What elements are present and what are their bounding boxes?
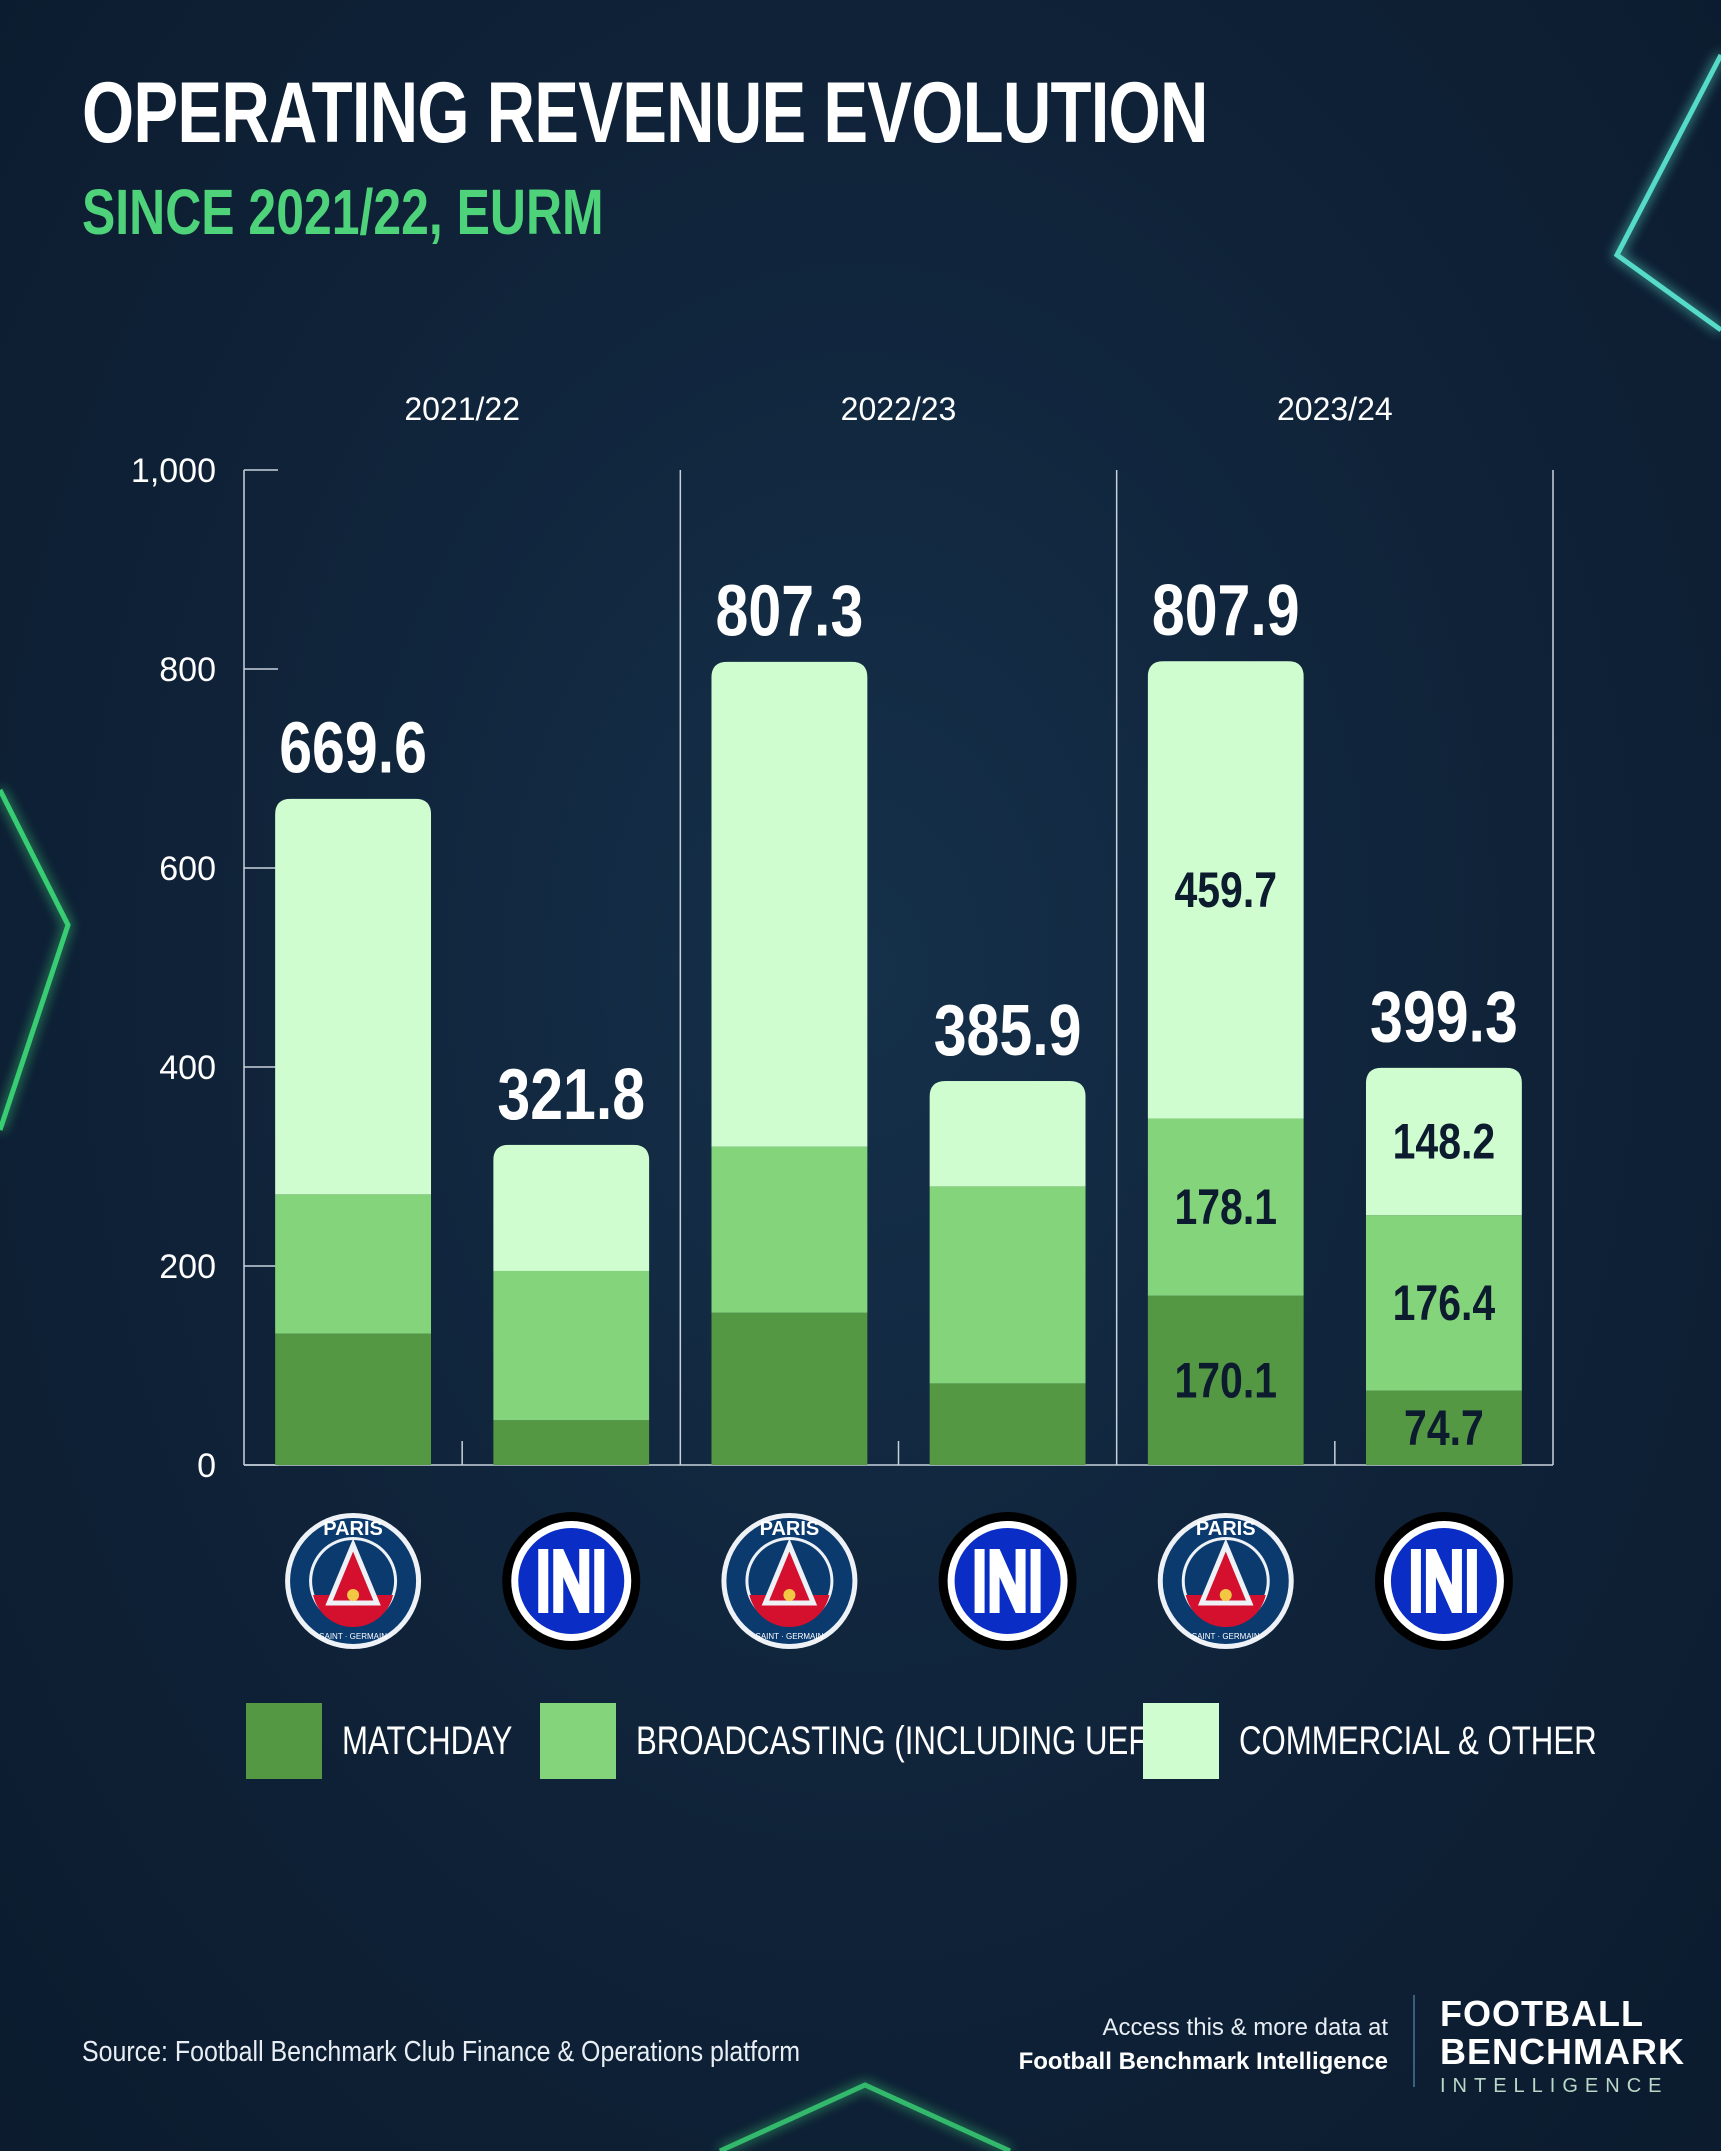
segment-value-label: 459.7 <box>1174 862 1277 918</box>
legend-swatch-matchday <box>246 1703 322 1779</box>
inter-crest-bar-left <box>538 1549 549 1613</box>
bar-segment-broadcasting <box>1365 1215 1522 1391</box>
legend-label-matchday: MATCHDAY <box>342 1718 513 1763</box>
bar-segment-matchday <box>275 1333 432 1465</box>
legend-item-broadcasting: BROADCASTING (INCLUDING UEFA) <box>540 1703 1329 1779</box>
chart-title: OPERATING REVENUE EVOLUTION <box>82 65 1208 161</box>
bar-total-label: 807.3 <box>716 570 864 651</box>
bar-segment-commercial <box>1365 1067 1522 1216</box>
y-tick-label: 200 <box>159 1248 216 1286</box>
psg-crest-subtext: SAINT · GERMAIN <box>319 1632 387 1641</box>
bar-stack <box>929 1081 1086 1465</box>
fleur-de-lis-icon <box>347 1589 360 1601</box>
source-note: Source: Football Benchmark Club Finance … <box>82 2036 801 2068</box>
eiffel-tower-icon <box>325 1538 381 1606</box>
legend-label-commercial: COMMERCIAL & OTHER <box>1239 1718 1597 1763</box>
inter-crest-im <box>989 1549 1026 1613</box>
bar-segment-broadcasting <box>1147 1118 1304 1296</box>
inter-crest-im <box>553 1549 590 1613</box>
legend-item-commercial: COMMERCIAL & OTHER <box>1143 1703 1698 1779</box>
bar-segment-broadcasting <box>493 1270 650 1421</box>
bar-segment-commercial <box>493 1144 650 1271</box>
footer-divider <box>1413 1995 1415 2087</box>
bar-stack <box>493 1144 650 1465</box>
psg-crest-text: PARIS <box>1196 1518 1256 1540</box>
bar-stack <box>275 798 432 1465</box>
brand-line-3: INTELLIGENCE <box>1440 2075 1669 2097</box>
access-link[interactable]: Football Benchmark Intelligence <box>1018 2048 1388 2075</box>
eiffel-tower-icon <box>761 1538 818 1606</box>
legend-item-matchday: MATCHDAY <box>246 1703 561 1779</box>
season-label: 2023/24 <box>1277 391 1393 427</box>
legend-swatch-commercial <box>1143 1703 1219 1779</box>
bar-total-label: 385.9 <box>934 989 1082 1070</box>
bar-total-label: 321.8 <box>497 1053 645 1134</box>
bar-segment-commercial <box>275 798 432 1195</box>
bar-total-label: 807.9 <box>1152 570 1300 651</box>
bar-total-label: 669.6 <box>279 707 427 788</box>
bar-stack <box>711 661 868 1465</box>
access-note: Access this & more data at Football Benc… <box>1019 2011 1388 2079</box>
psg-crest-icon: PARIS SAINT · GERMAIN <box>285 1513 422 1649</box>
eiffel-tower-icon <box>1198 1538 1254 1606</box>
psg-crest-icon: PARIS SAINT · GERMAIN <box>721 1513 858 1649</box>
bar-segment-broadcasting <box>929 1186 1086 1384</box>
legend-label-broadcasting: BROADCASTING (INCLUDING UEFA) <box>636 1718 1177 1763</box>
bar-segment-commercial <box>711 661 868 1147</box>
segment-value-label: 74.7 <box>1404 1400 1484 1456</box>
psg-crest-subtext: SAINT · GERMAIN <box>755 1632 823 1641</box>
brand-line-2: BENCHMARK <box>1440 2031 1685 2072</box>
fleur-de-lis-icon <box>783 1589 796 1601</box>
inter-crest-bar-right <box>1466 1549 1477 1613</box>
inter-crest-bar-right <box>594 1549 605 1613</box>
inter-crest-icon <box>1374 1512 1513 1650</box>
access-line: Access this & more data at <box>1102 2014 1388 2041</box>
inter-crest-icon <box>938 1512 1077 1650</box>
y-tick-label: 400 <box>159 1049 216 1087</box>
psg-crest-icon: PARIS SAINT · GERMAIN <box>1157 1513 1294 1649</box>
y-tick-label: 1,000 <box>131 452 216 490</box>
bar-segment-matchday <box>1147 1295 1304 1465</box>
legend-swatch-broadcasting <box>540 1703 616 1779</box>
psg-crest-subtext: SAINT · GERMAIN <box>1192 1632 1260 1641</box>
season-label: 2021/22 <box>404 391 520 427</box>
fleur-de-lis-icon <box>1219 1589 1232 1601</box>
psg-crest-text: PARIS <box>760 1518 820 1540</box>
bar-segment-matchday <box>493 1420 650 1465</box>
bar-segment-matchday <box>711 1312 868 1465</box>
bar-segment-matchday <box>1365 1390 1522 1465</box>
inter-crest-bar-left <box>974 1549 985 1613</box>
bar-segment-broadcasting <box>275 1194 432 1334</box>
brand-logo: FOOTBALL BENCHMARK INTELLIGENCE <box>1440 1993 1685 2097</box>
bar-segment-broadcasting <box>711 1146 868 1313</box>
brand-line-1: FOOTBALL <box>1440 1993 1644 2034</box>
chart-subtitle: SINCE 2021/22, EURM <box>82 176 604 248</box>
stacked-bar-chart: 0 200 400 600 800 1,000 2021/22 2022/23 2023/24 6… <box>131 391 1554 1650</box>
y-tick-label: 0 <box>197 1447 216 1485</box>
bar-segment-matchday <box>929 1383 1086 1465</box>
segment-value-label: 178.1 <box>1174 1179 1277 1235</box>
y-tick-label: 600 <box>159 850 216 888</box>
segment-value-label: 170.1 <box>1174 1353 1277 1409</box>
psg-crest-text: PARIS <box>323 1518 383 1540</box>
segment-value-label: 176.4 <box>1393 1275 1496 1331</box>
bar-total-label: 399.3 <box>1370 976 1518 1057</box>
bar-segment-commercial <box>1147 661 1304 1119</box>
bar-stack <box>1365 1067 1522 1465</box>
bar-stack <box>1147 661 1304 1465</box>
inter-crest-bar-right <box>1030 1549 1041 1613</box>
inter-crest-icon <box>502 1512 641 1650</box>
segment-value-label: 148.2 <box>1393 1114 1496 1170</box>
y-tick-label: 800 <box>159 651 216 689</box>
inter-crest-bar-left <box>1410 1549 1421 1613</box>
inter-crest-im <box>1425 1549 1462 1613</box>
bar-segment-commercial <box>929 1081 1086 1187</box>
season-label: 2022/23 <box>841 391 957 427</box>
